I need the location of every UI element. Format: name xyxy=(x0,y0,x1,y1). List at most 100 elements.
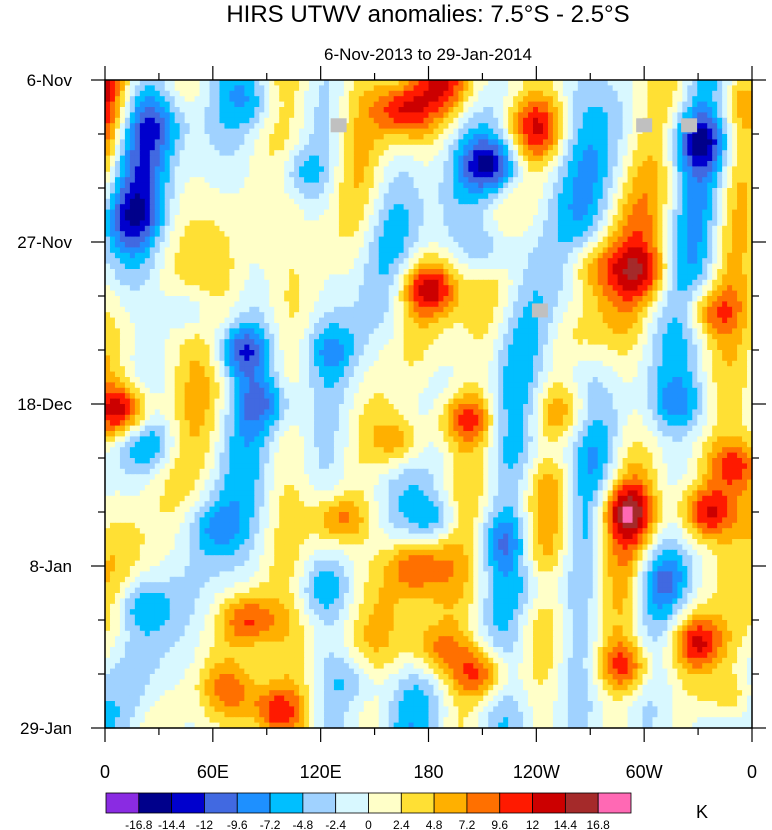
heatmap-cell xyxy=(109,171,116,178)
heatmap-cell xyxy=(727,117,733,124)
heatmap-cell xyxy=(323,285,330,292)
heatmap-cell xyxy=(299,128,305,135)
heatmap-cell xyxy=(343,198,350,205)
heatmap-cell xyxy=(453,107,459,113)
heatmap-cell xyxy=(582,279,589,286)
heatmap-cell xyxy=(672,220,678,227)
heatmap-cell xyxy=(612,85,619,92)
heatmap-cell xyxy=(627,193,634,200)
heatmap-cell xyxy=(612,279,619,286)
heatmap-cell xyxy=(164,285,171,292)
heatmap-cell xyxy=(139,101,146,108)
heatmap-cell xyxy=(134,96,141,103)
heatmap-cell xyxy=(742,263,748,270)
heatmap-cell xyxy=(309,215,315,221)
heatmap-cell xyxy=(319,242,325,248)
heatmap-cell xyxy=(348,161,355,167)
heatmap-cell xyxy=(119,220,126,227)
heatmap-cell xyxy=(478,101,484,108)
heatmap-cell xyxy=(269,193,275,200)
heatmap-cell xyxy=(732,209,738,216)
heatmap-cell xyxy=(657,242,664,248)
heatmap-cell xyxy=(194,128,201,135)
heatmap-cell xyxy=(647,150,654,157)
heatmap-cell xyxy=(358,220,365,227)
heatmap-cell xyxy=(443,144,450,151)
heatmap-cell xyxy=(453,90,459,97)
heatmap-cell xyxy=(403,177,410,184)
heatmap-cell xyxy=(154,252,161,259)
heatmap-cell xyxy=(204,188,211,194)
heatmap-cell xyxy=(418,252,425,259)
heatmap-cell xyxy=(478,236,484,243)
heatmap-cell xyxy=(413,274,420,281)
heatmap-cell xyxy=(358,209,365,216)
heatmap-cell xyxy=(463,155,469,162)
heatmap-cell xyxy=(154,117,161,124)
heatmap-cell xyxy=(149,279,156,286)
heatmap-cell xyxy=(214,166,221,173)
heatmap-cell xyxy=(309,139,315,146)
heatmap-cell xyxy=(528,117,534,124)
heatmap-cell xyxy=(672,204,678,211)
heatmap-cell xyxy=(433,155,440,162)
heatmap-cell xyxy=(418,80,425,86)
heatmap-cell xyxy=(547,269,554,275)
heatmap-cell xyxy=(129,177,136,184)
heatmap-cell xyxy=(717,171,723,178)
heatmap-cell xyxy=(572,107,579,113)
heatmap-cell xyxy=(373,96,380,103)
heatmap-cell xyxy=(149,139,156,146)
heatmap-cell xyxy=(672,215,678,221)
heatmap-cell xyxy=(423,134,430,140)
heatmap-cell xyxy=(403,225,410,232)
heatmap-cell xyxy=(632,198,639,205)
heatmap-cell xyxy=(413,236,420,243)
heatmap-cell xyxy=(428,123,435,130)
heatmap-cell xyxy=(697,101,703,108)
heatmap-cell xyxy=(149,193,156,200)
heatmap-cell xyxy=(418,112,425,119)
heatmap-cell xyxy=(244,242,250,248)
heatmap-cell xyxy=(672,209,678,216)
heatmap-cell xyxy=(398,139,405,146)
heatmap-cell xyxy=(189,215,196,221)
heatmap-cell xyxy=(577,274,584,281)
heatmap-cell xyxy=(692,220,698,227)
heatmap-cell xyxy=(533,279,539,286)
heatmap-cell xyxy=(632,85,639,92)
heatmap-cell xyxy=(199,85,206,92)
heatmap-cell xyxy=(279,134,285,140)
heatmap-cell xyxy=(428,134,435,140)
heatmap-cell xyxy=(463,231,469,238)
heatmap-cell xyxy=(637,209,644,216)
heatmap-cell xyxy=(597,274,604,281)
heatmap-cell xyxy=(388,188,395,194)
heatmap-cell xyxy=(567,96,574,103)
heatmap-cell xyxy=(314,269,320,275)
heatmap-cell xyxy=(239,225,245,232)
heatmap-cell xyxy=(164,225,171,232)
heatmap-cell xyxy=(523,225,529,232)
heatmap-cell xyxy=(418,123,425,130)
heatmap-cell xyxy=(299,274,305,281)
heatmap-cell xyxy=(139,182,146,189)
heatmap-cell xyxy=(587,209,594,216)
heatmap-cell xyxy=(333,85,340,92)
heatmap-cell xyxy=(747,107,753,113)
heatmap-cell xyxy=(528,188,534,194)
heatmap-cell xyxy=(582,117,589,124)
heatmap-cell xyxy=(353,117,360,124)
heatmap-cell xyxy=(632,252,639,259)
heatmap-cell xyxy=(677,220,683,227)
heatmap-cell xyxy=(707,139,713,146)
heatmap-cell xyxy=(463,220,469,227)
heatmap-cell xyxy=(582,225,589,232)
heatmap-cell xyxy=(672,193,678,200)
heatmap-cell xyxy=(637,85,644,92)
heatmap-cell xyxy=(363,204,370,211)
heatmap-cell xyxy=(284,285,290,292)
heatmap-cell xyxy=(528,155,534,162)
heatmap-cell xyxy=(254,209,260,216)
heatmap-cell xyxy=(199,182,206,189)
